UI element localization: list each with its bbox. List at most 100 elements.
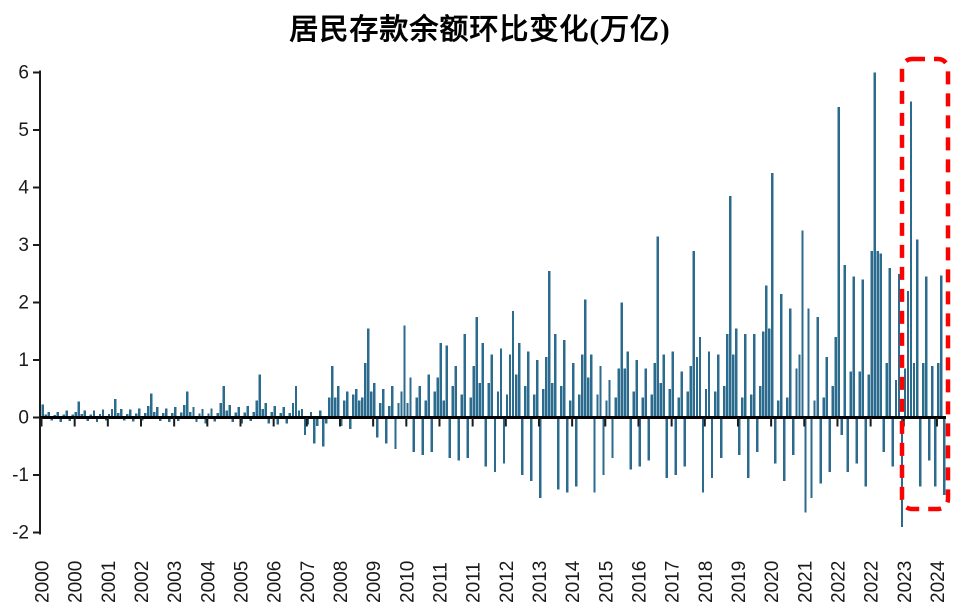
bar	[641, 397, 644, 418]
bar	[385, 417, 388, 444]
bar	[644, 368, 647, 418]
bar	[180, 412, 183, 418]
bar	[903, 368, 907, 418]
bar	[144, 412, 147, 418]
bar	[370, 391, 373, 418]
bar	[737, 417, 741, 455]
x-tick-label: 2011	[464, 562, 485, 603]
bar	[581, 354, 584, 418]
bar	[747, 417, 750, 478]
bar	[569, 400, 572, 418]
bar	[222, 385, 225, 418]
x-tick-label: 2000	[33, 561, 54, 603]
bar	[894, 380, 898, 418]
y-tick-label: 6	[18, 63, 29, 84]
bar	[855, 417, 858, 464]
bar	[255, 400, 258, 418]
bar	[228, 404, 231, 418]
bar	[505, 394, 509, 418]
bar	[128, 409, 132, 418]
bar	[270, 411, 274, 418]
bar	[83, 410, 87, 418]
bar	[107, 414, 111, 418]
bar	[373, 383, 376, 418]
bar	[312, 417, 316, 444]
bar	[921, 362, 925, 418]
bar	[484, 417, 488, 467]
bar	[734, 328, 738, 418]
bar	[288, 412, 292, 418]
bar	[400, 391, 403, 418]
bar	[876, 250, 880, 418]
bar	[653, 362, 656, 418]
bar	[80, 414, 84, 418]
bar	[807, 308, 810, 418]
bar	[358, 400, 361, 418]
x-tick-label: 2020	[762, 561, 783, 603]
bar	[306, 417, 310, 425]
x-tick-label: 2023	[895, 561, 916, 603]
bar	[150, 393, 153, 418]
bar	[587, 377, 590, 418]
bar	[617, 368, 620, 418]
bar	[879, 253, 883, 418]
bar	[309, 411, 313, 418]
bar	[885, 362, 889, 418]
x-tick-label: 2006	[265, 561, 286, 603]
bar	[174, 407, 177, 418]
x-tick-label: 2022	[829, 561, 850, 603]
bar	[403, 325, 406, 418]
bar	[840, 417, 843, 435]
bar	[635, 360, 638, 418]
bar	[511, 311, 515, 418]
bar	[750, 394, 753, 418]
bar	[391, 385, 394, 418]
bar	[198, 413, 201, 418]
y-tick-label: 5	[18, 120, 29, 141]
bar	[526, 351, 530, 418]
bar	[801, 230, 804, 418]
bar	[557, 417, 560, 490]
bar	[692, 250, 696, 418]
bar	[517, 342, 521, 418]
x-tick-label: 2021	[795, 561, 816, 603]
bar	[548, 270, 551, 418]
chart-title: 居民存款余额环比变化(万亿)	[289, 14, 671, 46]
bar	[786, 397, 789, 418]
bar	[638, 417, 641, 467]
bar	[234, 412, 237, 418]
bar	[882, 417, 886, 452]
bar	[95, 417, 99, 423]
bar	[324, 417, 328, 424]
bar	[231, 417, 234, 423]
bar	[177, 417, 180, 421]
bar	[333, 397, 337, 418]
bar	[867, 374, 871, 418]
bar	[318, 410, 322, 418]
bar	[294, 385, 298, 418]
bar	[315, 417, 319, 427]
bar	[614, 397, 617, 418]
bar	[279, 412, 283, 418]
bar	[451, 385, 454, 418]
bar	[210, 408, 213, 418]
bar	[514, 374, 518, 418]
bar	[939, 275, 943, 418]
bar	[560, 385, 563, 418]
bar	[707, 351, 711, 418]
bar	[406, 403, 409, 418]
bar	[243, 412, 246, 418]
x-tick-label: 2014	[563, 560, 584, 603]
bar	[291, 403, 295, 418]
bar	[481, 342, 485, 418]
y-tick-label: 4	[18, 178, 29, 199]
bar	[463, 334, 466, 418]
bar	[891, 417, 895, 467]
bar	[768, 328, 771, 418]
bar	[710, 417, 714, 478]
bar	[599, 365, 602, 418]
bar	[753, 334, 756, 418]
bar	[421, 417, 424, 455]
bar	[756, 417, 759, 452]
bar	[499, 348, 503, 418]
